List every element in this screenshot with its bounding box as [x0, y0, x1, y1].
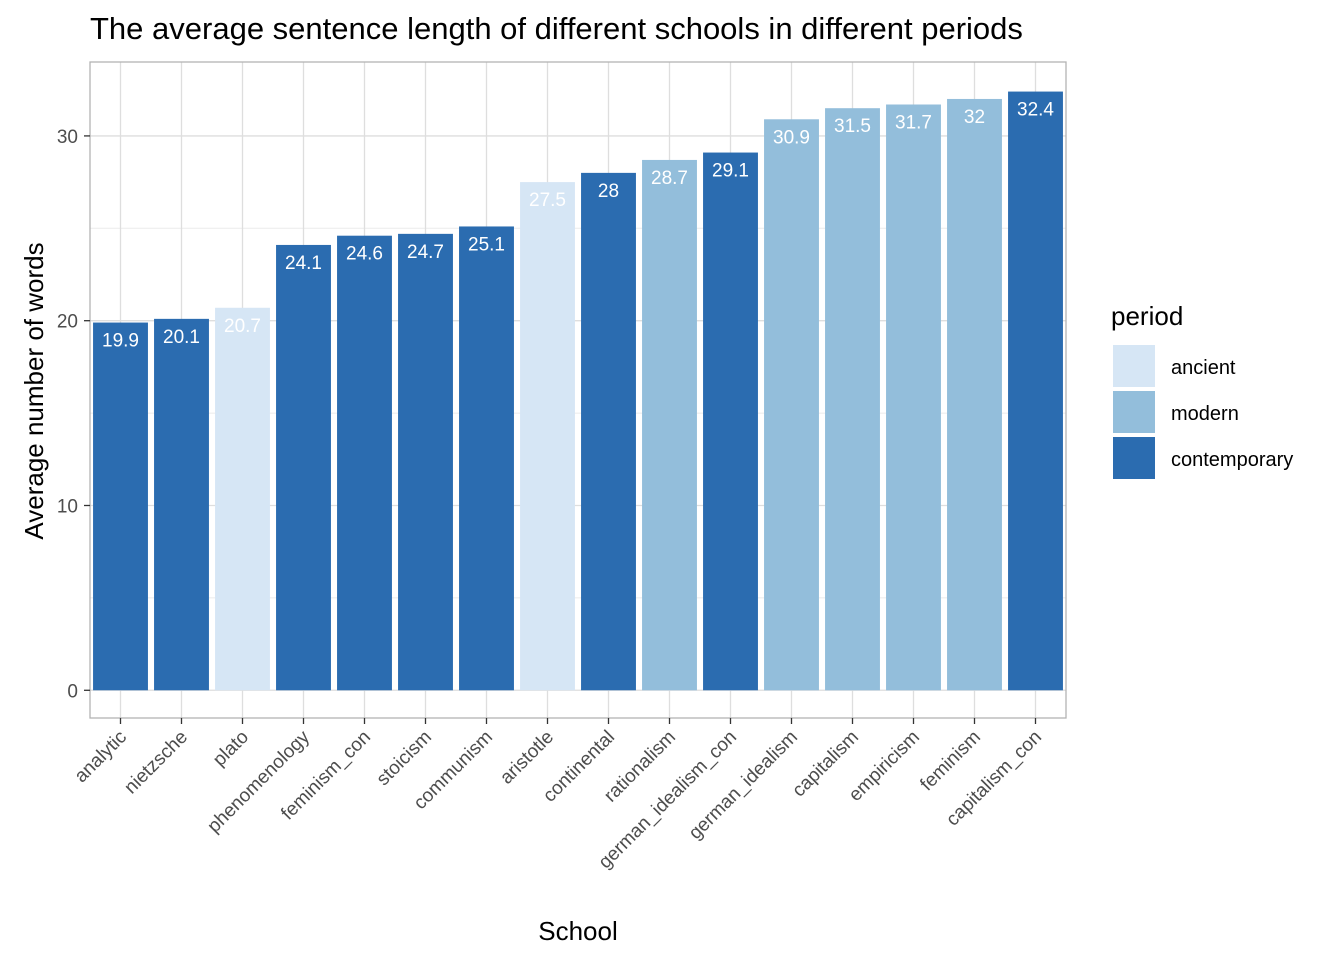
- bar-value-label: 24.1: [285, 253, 322, 274]
- x-tick-label: stoicism: [373, 727, 436, 790]
- y-axis-title: Average number of words: [19, 242, 49, 539]
- y-tick-label: 10: [57, 496, 78, 517]
- x-axis-title: School: [538, 916, 618, 946]
- bar: [703, 152, 758, 691]
- bar-value-label: 28: [598, 181, 619, 202]
- x-tick-label: plato: [209, 727, 253, 771]
- bar-value-label: 27.5: [529, 190, 566, 211]
- plot-border: [89, 61, 1067, 719]
- bar-value-label: 24.7: [407, 242, 444, 263]
- y-tick-label: 0: [67, 681, 78, 702]
- legend-key-modern: [1113, 391, 1155, 433]
- bar: [459, 226, 514, 691]
- bar-value-label: 32: [964, 107, 985, 128]
- x-tick-label: nietzsche: [120, 727, 192, 799]
- bar: [337, 235, 392, 691]
- bar-value-label: 29.1: [712, 161, 749, 182]
- x-tick-label: german_idealism: [685, 727, 802, 844]
- bar-value-label: 20.7: [224, 316, 261, 337]
- legend-label-modern: modern: [1171, 403, 1239, 425]
- y-tick-label: 20: [57, 312, 78, 333]
- bar-value-label: 25.1: [468, 234, 505, 255]
- bar-value-label: 28.7: [651, 168, 688, 189]
- x-tick-label: analytic: [71, 727, 131, 787]
- legend-key-ancient: [1113, 345, 1155, 387]
- bar-value-label: 30.9: [773, 127, 810, 148]
- bar: [886, 104, 941, 691]
- x-tick-label: aristotle: [496, 727, 558, 789]
- bar: [215, 307, 270, 691]
- bar-value-label: 19.9: [102, 331, 139, 352]
- plot-area: 19.9 20.1 20.7 24.1 24.6 24.7 25.1 27.5 28 28.7 29…: [57, 61, 1067, 873]
- bar: [520, 182, 575, 691]
- bar-value-label: 32.4: [1017, 100, 1054, 121]
- legend-key-contemporary: [1113, 437, 1155, 479]
- bar-value-label: 20.1: [163, 327, 200, 348]
- bar: [642, 159, 697, 691]
- y-tick-label: 30: [57, 127, 78, 148]
- legend: period ancient modern contemporary: [1111, 301, 1293, 479]
- bar-value-label: 24.6: [346, 244, 383, 265]
- bar: [825, 108, 880, 691]
- x-tick-label: phenomenology: [204, 726, 315, 837]
- bar: [947, 98, 1002, 691]
- bar: [398, 233, 453, 691]
- bar-value-label: 31.5: [834, 116, 871, 137]
- bar: [93, 322, 148, 691]
- bar: [154, 318, 209, 691]
- bar: [581, 172, 636, 691]
- legend-title: period: [1111, 301, 1183, 331]
- chart-title: The average sentence length of different…: [90, 11, 1023, 46]
- bar: [764, 119, 819, 691]
- bar-value-label: 31.7: [895, 113, 932, 134]
- legend-label-contemporary: contemporary: [1171, 449, 1293, 471]
- bar: [276, 244, 331, 691]
- legend-label-ancient: ancient: [1171, 357, 1236, 379]
- bar: [1008, 91, 1063, 691]
